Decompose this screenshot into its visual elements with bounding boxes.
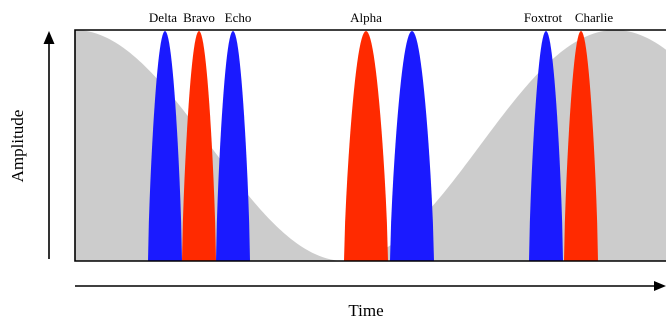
pulse-unlabeled-4 <box>390 31 434 261</box>
pulse-label-alpha: Alpha <box>350 10 382 25</box>
pulse-labels: Delta Bravo Echo Alpha Foxtrot Charlie <box>149 10 613 25</box>
plot-frame <box>74 29 666 262</box>
pulse-foxtrot <box>529 31 563 261</box>
x-axis-label: Time <box>348 301 383 320</box>
y-axis-label: Amplitude <box>8 110 27 183</box>
pulse-delta <box>148 31 182 261</box>
pulse-group <box>148 31 598 261</box>
pulse-label-foxtrot: Foxtrot <box>524 10 563 25</box>
pulse-label-delta: Delta <box>149 10 177 25</box>
pulse-alpha <box>344 31 388 261</box>
pulse-echo <box>216 31 250 261</box>
pulse-bravo <box>182 31 216 261</box>
y-axis-arrow <box>43 31 55 259</box>
x-axis-arrow <box>75 281 666 291</box>
pulse-label-echo: Echo <box>225 10 252 25</box>
pulse-label-charlie: Charlie <box>575 10 613 25</box>
pulse-charlie <box>564 31 598 261</box>
pulse-label-bravo: Bravo <box>183 10 215 25</box>
